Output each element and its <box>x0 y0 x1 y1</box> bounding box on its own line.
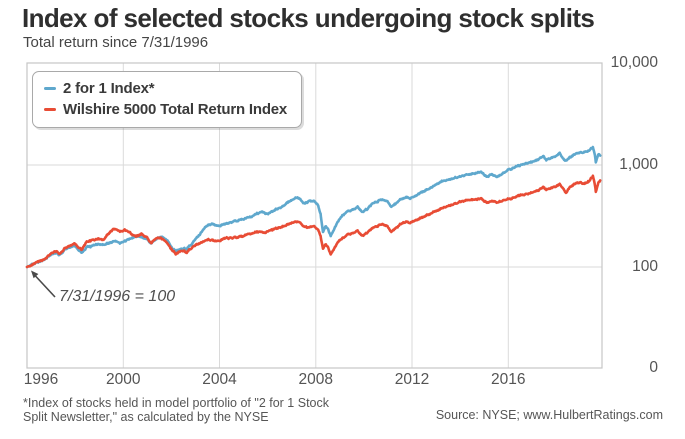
plot-border <box>26 62 603 369</box>
legend-swatch-blue <box>44 86 56 91</box>
legend-swatch-red <box>44 107 56 112</box>
annotation-arrow-head <box>31 270 39 279</box>
legend-item-wilshire-5000: Wilshire 5000 Total Return Index <box>44 99 287 120</box>
series-line-wilshire <box>25 174 602 269</box>
chart-subtitle: Total return since 7/31/1996 <box>23 34 209 51</box>
annotation-base-value: 7/31/1996 = 100 <box>59 288 176 305</box>
series-line-2for1 <box>25 145 602 269</box>
legend-label-wilshire-5000: Wilshire 5000 Total Return Index <box>63 101 288 118</box>
legend-label-2for1-index: 2 for 1 Index* <box>63 80 155 97</box>
annotation-arrow-line <box>34 275 56 298</box>
page-title: Index of selected stocks undergoing stoc… <box>22 3 595 33</box>
footnote-line1: *Index of stocks held in model portfolio… <box>23 396 329 410</box>
source-credit: Source: NYSE; www.HulbertRatings.com <box>435 408 663 422</box>
legend-item-2for1-index: 2 for 1 Index* <box>44 78 287 99</box>
footnote-line2: Split Newsletter," as calculated by the … <box>23 410 269 424</box>
legend: 2 for 1 Index* Wilshire 5000 Total Retur… <box>32 71 303 128</box>
